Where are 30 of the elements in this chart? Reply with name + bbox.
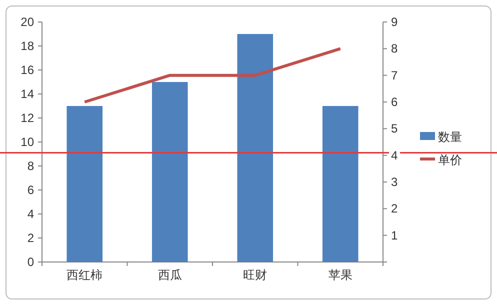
y-tick-label: 20 — [20, 15, 34, 29]
y-tick-label: 12 — [20, 111, 34, 125]
legend-label: 单价 — [438, 153, 462, 167]
bar — [66, 106, 103, 262]
x-tick-label: 苹果 — [328, 268, 352, 282]
bar — [237, 34, 274, 262]
y2-tick-label: 2 — [391, 202, 398, 216]
y2-tick-label: 6 — [391, 95, 398, 109]
y2-tick-label: 9 — [391, 15, 398, 29]
y-tick-label: 16 — [20, 63, 34, 77]
y2-tick-label: 4 — [391, 148, 398, 162]
bar — [322, 106, 358, 262]
y2-tick-label: 1 — [391, 228, 398, 242]
y-tick-label: 14 — [20, 87, 34, 101]
y-tick-label: 6 — [27, 183, 34, 197]
x-tick-label: 西瓜 — [158, 268, 182, 282]
y-tick-label: 10 — [20, 135, 34, 149]
y-tick-label: 4 — [27, 207, 34, 221]
y-tick-label: 2 — [27, 231, 34, 245]
y-tick-label: 0 — [27, 255, 34, 269]
x-tick-label: 西红柿 — [66, 268, 103, 282]
y2-tick-label: 3 — [391, 175, 398, 189]
y2-tick-label: 5 — [391, 122, 398, 136]
y-tick-label: 8 — [27, 159, 34, 173]
x-tick-label: 旺财 — [243, 268, 268, 282]
y-tick-label: 18 — [20, 39, 34, 53]
y2-tick-label: 7 — [391, 68, 398, 82]
bar — [152, 82, 188, 262]
legend-label: 数量 — [438, 130, 462, 144]
y2-tick-label: 8 — [391, 42, 398, 56]
